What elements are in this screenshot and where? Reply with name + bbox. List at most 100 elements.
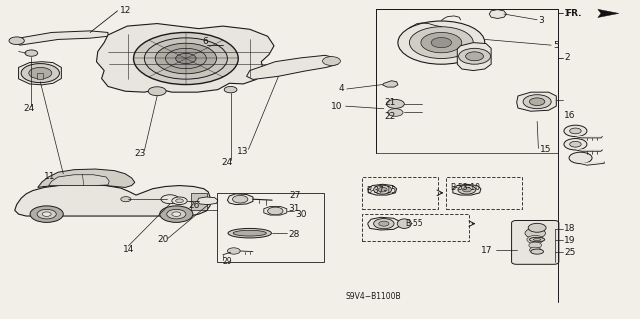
Ellipse shape	[228, 228, 271, 238]
Text: 12: 12	[120, 6, 131, 15]
Text: 23: 23	[135, 149, 146, 158]
Circle shape	[30, 206, 63, 222]
Circle shape	[564, 138, 587, 150]
Circle shape	[431, 38, 452, 48]
Text: 25: 25	[564, 248, 575, 257]
Circle shape	[134, 33, 238, 85]
Polygon shape	[246, 55, 338, 79]
Circle shape	[323, 56, 340, 65]
Polygon shape	[15, 185, 210, 216]
Polygon shape	[197, 197, 218, 204]
Text: 6: 6	[202, 37, 208, 46]
Text: 4: 4	[339, 85, 344, 93]
Circle shape	[569, 152, 592, 164]
Text: 19: 19	[564, 236, 575, 245]
Circle shape	[528, 223, 546, 232]
Bar	[376, 9, 557, 153]
Text: FR.: FR.	[565, 9, 582, 18]
Ellipse shape	[227, 42, 266, 49]
Circle shape	[212, 40, 233, 50]
Circle shape	[379, 221, 389, 226]
Circle shape	[160, 206, 193, 222]
Polygon shape	[38, 169, 135, 188]
Text: B-55: B-55	[406, 219, 423, 228]
Circle shape	[175, 53, 196, 63]
Polygon shape	[580, 162, 604, 165]
Text: 3: 3	[538, 16, 544, 25]
Polygon shape	[368, 184, 397, 195]
Ellipse shape	[529, 237, 545, 242]
FancyBboxPatch shape	[511, 220, 559, 264]
Circle shape	[529, 247, 541, 253]
Circle shape	[121, 197, 131, 202]
Polygon shape	[489, 10, 506, 19]
Text: 17: 17	[481, 246, 492, 255]
Circle shape	[570, 141, 581, 147]
Circle shape	[175, 199, 183, 203]
Circle shape	[374, 219, 394, 229]
Circle shape	[463, 188, 471, 192]
Circle shape	[570, 128, 581, 134]
Circle shape	[268, 207, 283, 215]
Text: 11: 11	[44, 172, 56, 181]
Polygon shape	[575, 150, 602, 151]
Text: 15: 15	[540, 145, 552, 154]
Polygon shape	[97, 24, 274, 92]
Text: 20: 20	[157, 235, 168, 244]
Circle shape	[529, 98, 545, 106]
Ellipse shape	[531, 249, 543, 254]
Text: 29: 29	[223, 257, 232, 266]
Circle shape	[156, 43, 216, 74]
Circle shape	[529, 242, 541, 249]
Text: 21: 21	[384, 98, 396, 107]
Polygon shape	[575, 137, 602, 138]
Text: 2: 2	[564, 53, 570, 62]
Bar	[216, 193, 324, 262]
Polygon shape	[17, 31, 108, 45]
Circle shape	[25, 50, 38, 56]
Circle shape	[525, 228, 545, 238]
Polygon shape	[227, 194, 253, 204]
Circle shape	[232, 196, 248, 203]
Circle shape	[564, 125, 587, 137]
Bar	[362, 177, 438, 209]
Circle shape	[387, 100, 404, 108]
Polygon shape	[368, 217, 400, 230]
Ellipse shape	[397, 219, 412, 228]
Circle shape	[145, 38, 227, 79]
Text: 31: 31	[288, 204, 300, 213]
Circle shape	[398, 21, 484, 64]
Polygon shape	[453, 184, 481, 195]
Circle shape	[37, 209, 56, 219]
Text: 30: 30	[296, 210, 307, 219]
Ellipse shape	[233, 230, 266, 236]
Polygon shape	[49, 175, 109, 186]
Ellipse shape	[533, 239, 541, 241]
Circle shape	[374, 185, 392, 194]
Text: S9V4−B1100B: S9V4−B1100B	[346, 292, 401, 301]
Text: B-53-10: B-53-10	[451, 183, 480, 192]
Text: 26: 26	[189, 201, 200, 210]
Text: 16: 16	[564, 111, 575, 120]
Circle shape	[167, 209, 186, 219]
Polygon shape	[598, 9, 619, 18]
Circle shape	[21, 63, 60, 83]
Circle shape	[166, 48, 206, 69]
Text: 13: 13	[237, 147, 248, 156]
Polygon shape	[19, 62, 61, 85]
Polygon shape	[383, 81, 398, 87]
Circle shape	[466, 52, 483, 61]
Text: 28: 28	[288, 230, 300, 239]
Text: 24: 24	[222, 158, 233, 167]
Circle shape	[148, 87, 166, 96]
Circle shape	[42, 212, 51, 216]
Text: 24: 24	[23, 104, 35, 113]
Text: 27: 27	[289, 190, 301, 200]
Text: 5: 5	[553, 41, 559, 50]
Text: B-37-15: B-37-15	[366, 186, 396, 195]
Text: 18: 18	[564, 224, 575, 233]
Bar	[191, 193, 207, 210]
Polygon shape	[516, 92, 556, 111]
Text: 22: 22	[384, 112, 395, 121]
Circle shape	[388, 109, 403, 116]
